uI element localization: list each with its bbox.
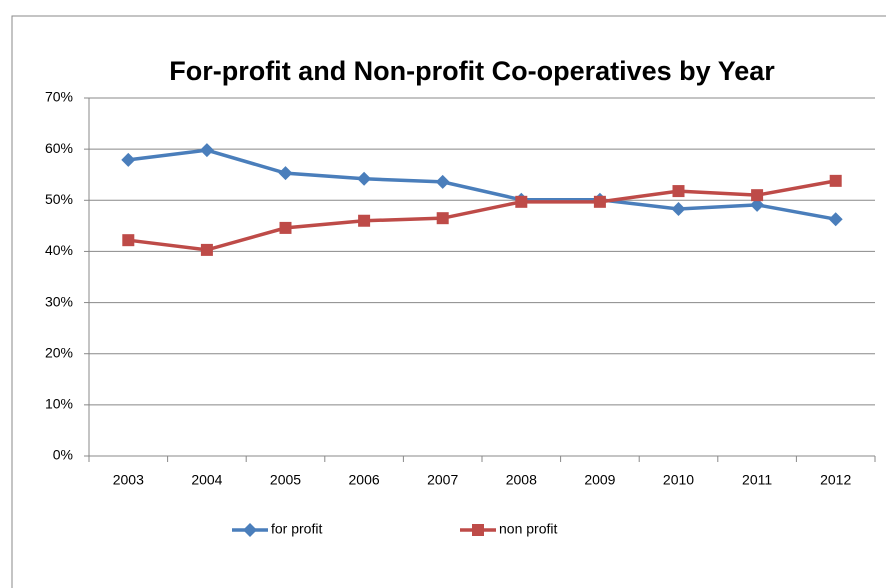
marker — [672, 185, 685, 198]
marker — [750, 197, 765, 212]
x-tick-label: 2006 — [349, 472, 380, 488]
marker — [122, 234, 135, 247]
series-line — [128, 148, 837, 221]
marker — [278, 166, 293, 181]
y-tick-label: 10% — [45, 396, 73, 412]
chart-title: For-profit and Non-profit Co-operatives … — [169, 56, 775, 86]
marker — [671, 201, 686, 216]
x-tick-label: 2009 — [584, 472, 615, 488]
marker — [436, 212, 449, 225]
marker — [199, 143, 214, 158]
marker — [472, 524, 484, 536]
y-tick-label: 50% — [45, 191, 73, 207]
marker — [200, 243, 213, 256]
marker — [751, 189, 764, 202]
marker — [279, 221, 292, 234]
y-tick-label: 40% — [45, 242, 73, 258]
marker — [515, 195, 528, 208]
y-tick-label: 30% — [45, 293, 73, 309]
marker — [828, 212, 843, 227]
x-tick-label: 2012 — [820, 472, 851, 488]
marker — [593, 195, 606, 208]
chart-frame — [11, 15, 886, 588]
marker — [243, 523, 257, 537]
legend-label: for profit — [271, 521, 322, 537]
x-tick-label: 2003 — [113, 472, 144, 488]
y-tick-label: 60% — [45, 140, 73, 156]
marker — [435, 174, 450, 189]
y-tick-label: 0% — [53, 447, 73, 463]
x-tick-label: 2008 — [506, 472, 537, 488]
x-tick-label: 2007 — [427, 472, 458, 488]
series-line — [128, 179, 837, 252]
marker — [121, 152, 136, 167]
legend-label: non profit — [499, 521, 557, 537]
marker — [357, 171, 372, 186]
x-tick-label: 2010 — [663, 472, 694, 488]
x-tick-label: 2004 — [191, 472, 222, 488]
y-tick-label: 70% — [45, 89, 73, 105]
y-tick-label: 20% — [45, 344, 73, 360]
x-tick-label: 2011 — [742, 472, 772, 488]
marker — [358, 214, 371, 227]
x-tick-label: 2005 — [270, 472, 301, 488]
marker — [829, 174, 842, 187]
